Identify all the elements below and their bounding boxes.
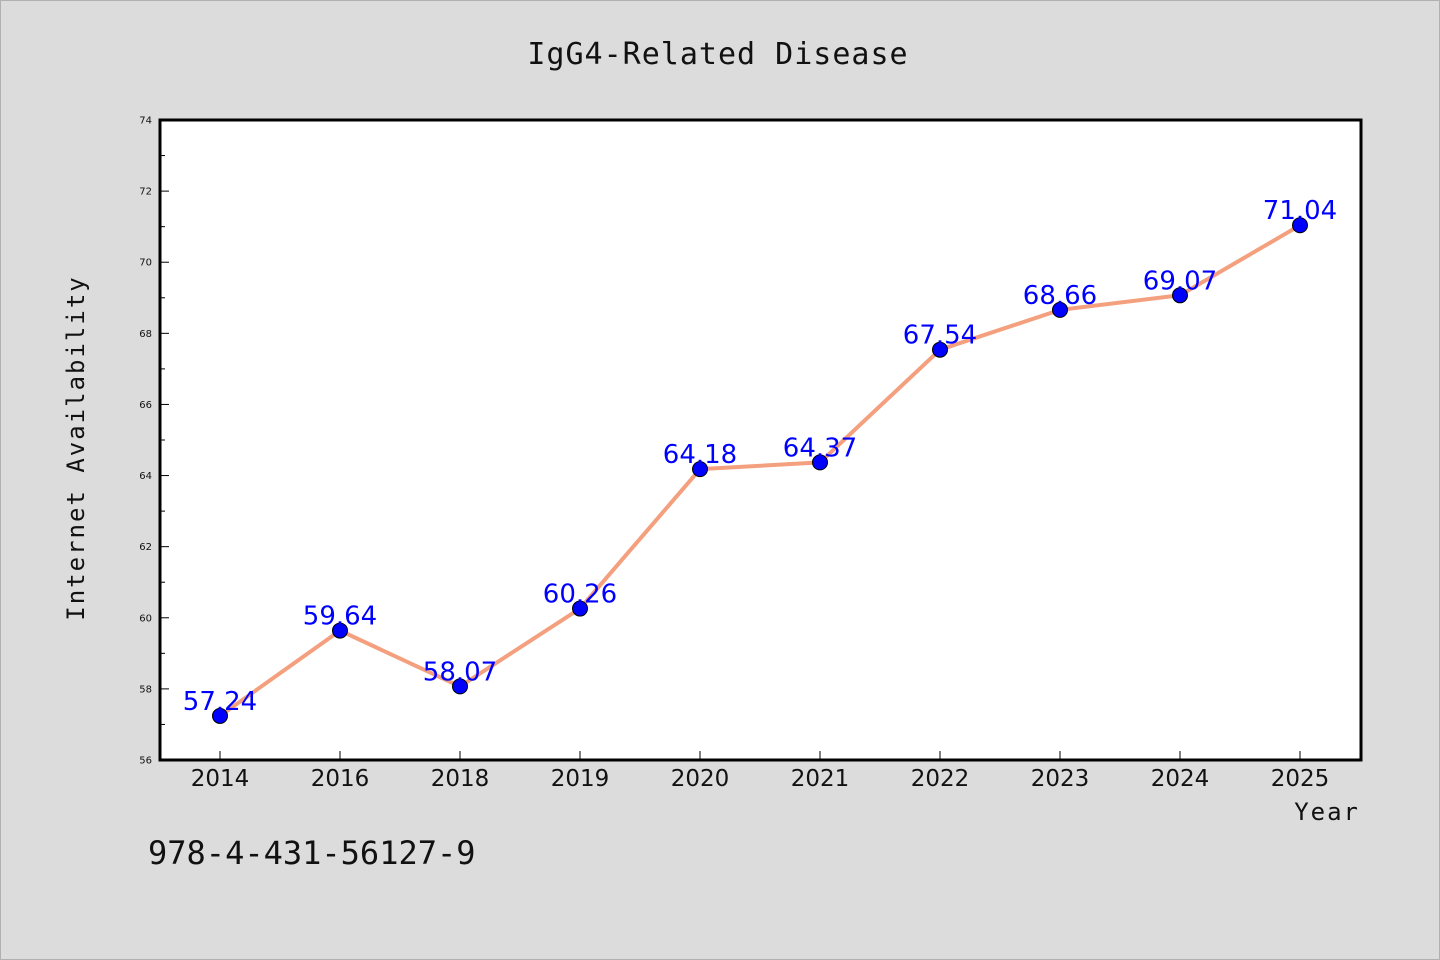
data-labels: 57.24 59.64 58.07 60.26 64.18 64.37 67.54 68.66… bbox=[183, 196, 1337, 717]
data-point bbox=[692, 461, 708, 478]
data-point bbox=[212, 707, 228, 724]
x-axis-ticks: 2014 2016 2018 2019 2020 2021 2022 2023 2024 2025 bbox=[191, 751, 1330, 792]
chart-title: IgG4-Related Disease bbox=[527, 37, 908, 72]
x-tick-label: 2025 bbox=[1271, 766, 1330, 792]
x-tick-label: 2020 bbox=[671, 766, 730, 792]
data-point bbox=[1172, 287, 1188, 304]
data-point bbox=[452, 678, 468, 695]
x-tick-label: 2016 bbox=[311, 766, 370, 792]
x-tick-label: 2018 bbox=[431, 766, 490, 792]
data-label: 60.26 bbox=[543, 580, 617, 610]
x-tick-label: 2022 bbox=[911, 766, 970, 792]
x-axis-label: Year bbox=[1294, 798, 1360, 826]
data-label: 71.04 bbox=[1263, 196, 1337, 226]
plot-area bbox=[160, 120, 1361, 760]
data-label: 57.24 bbox=[183, 687, 257, 717]
data-point bbox=[1052, 301, 1068, 318]
x-tick-label: 2014 bbox=[191, 766, 250, 792]
y-axis-label: Internet Availability bbox=[62, 275, 90, 620]
x-tick-label: 2021 bbox=[791, 766, 850, 792]
y-tick-label: 70 bbox=[139, 258, 152, 269]
x-tick-label: 2023 bbox=[1031, 766, 1090, 792]
data-label: 69.07 bbox=[1143, 266, 1217, 296]
data-label: 64.37 bbox=[783, 433, 857, 463]
data-point bbox=[932, 341, 948, 358]
y-tick-label: 68 bbox=[139, 329, 152, 340]
data-label: 64.18 bbox=[663, 440, 737, 470]
plot-border bbox=[158, 118, 1363, 762]
data-label: 58.07 bbox=[423, 657, 497, 687]
data-point bbox=[572, 600, 588, 617]
x-tick-label: 2024 bbox=[1151, 766, 1210, 792]
data-point bbox=[1292, 217, 1308, 234]
y-tick-label: 62 bbox=[139, 542, 152, 553]
y-tick-label: 64 bbox=[139, 471, 152, 482]
series-line bbox=[218, 223, 1302, 718]
data-label: 59.64 bbox=[303, 602, 377, 632]
isbn-text: 978-4-431-56127-9 bbox=[148, 834, 476, 872]
y-tick-label: 66 bbox=[139, 400, 152, 411]
y-tick-label: 74 bbox=[139, 116, 152, 127]
data-label: 67.54 bbox=[903, 321, 977, 351]
y-tick-label: 60 bbox=[139, 613, 152, 624]
data-point bbox=[812, 454, 828, 471]
data-label: 68.66 bbox=[1023, 281, 1097, 311]
series-markers bbox=[212, 217, 1308, 724]
y-tick-label: 72 bbox=[139, 187, 152, 198]
y-tick-label: 56 bbox=[139, 756, 152, 767]
x-tick-label: 2019 bbox=[551, 766, 610, 792]
y-tick-label: 58 bbox=[139, 684, 152, 695]
data-point bbox=[332, 622, 348, 639]
